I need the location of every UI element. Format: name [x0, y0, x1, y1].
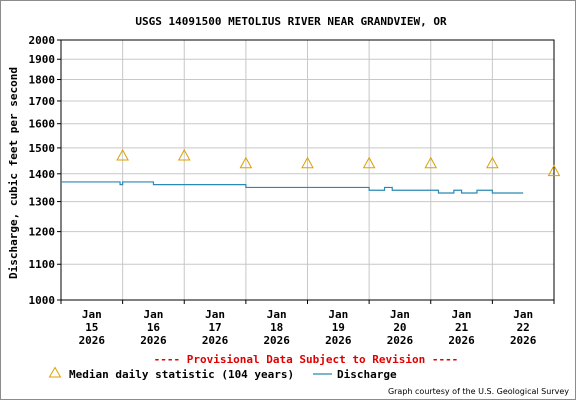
median-triangle: [486, 156, 499, 169]
x-tick-label-day: 20: [393, 321, 406, 334]
credit-text: Graph courtesy of the U.S. Geological Su…: [387, 387, 569, 396]
y-tick-label: 2000: [29, 34, 56, 47]
x-tick-label-day: 15: [85, 321, 98, 334]
discharge-line: [61, 181, 524, 194]
x-tick-label-month: Jan: [390, 308, 410, 321]
x-tick-label-day: 17: [208, 321, 221, 334]
x-tick-label-year: 2026: [202, 334, 229, 347]
x-tick-label-month: Jan: [205, 308, 225, 321]
x-tick-label-day: 18: [270, 321, 283, 334]
median-triangle: [301, 156, 314, 169]
median-triangle: [424, 156, 438, 169]
median-triangle: [116, 148, 129, 161]
x-tick-label-day: 16: [147, 321, 161, 334]
y-tick-label: 1900: [29, 53, 56, 66]
x-tick-label-month: Jan: [513, 308, 533, 321]
x-tick-label-year: 2026: [448, 334, 475, 347]
y-tick-label: 1300: [29, 196, 56, 209]
x-tick-label-year: 2026: [387, 334, 414, 347]
x-tick-label-year: 2026: [325, 334, 352, 347]
y-tick-label: 1700: [29, 95, 56, 108]
legend-triangle-icon: [48, 366, 62, 378]
x-tick-label-day: 22: [517, 321, 530, 334]
y-tick-label: 1100: [29, 258, 56, 271]
median-triangle: [362, 156, 376, 169]
plot-border: [60, 39, 555, 301]
y-axis-label: Discharge, cubic feet per second: [7, 67, 20, 279]
y-tick-label: 1500: [29, 142, 56, 155]
x-tick-label-day: 19: [332, 321, 345, 334]
y-tick-label: 1000: [29, 294, 56, 307]
x-tick-label-year: 2026: [510, 334, 537, 347]
x-tick-label-month: Jan: [82, 308, 102, 321]
x-tick-label-year: 2026: [263, 334, 290, 347]
x-tick-label-month: Jan: [267, 308, 287, 321]
legend-median-label: Median daily statistic (104 years): [69, 368, 294, 381]
plot-area: 1000 1100 1200 1300 1400 1500 1600 1700 1800 1900…: [29, 34, 561, 347]
provisional-notice: ---- Provisional Data Subject to Revisio…: [154, 353, 459, 366]
x-tick-label-month: Jan: [144, 308, 164, 321]
x-tick-label-month: Jan: [328, 308, 348, 321]
legend: Median daily statistic (104 years) Disch…: [48, 366, 397, 381]
y-tick-label: 1200: [29, 226, 56, 239]
x-tick-label-month: Jan: [452, 308, 472, 321]
x-tick-label-year: 2026: [79, 334, 106, 347]
median-triangle: [239, 156, 253, 169]
x-tick-label-year: 2026: [140, 334, 167, 347]
median-triangle: [177, 148, 191, 161]
x-tick-label-day: 21: [455, 321, 469, 334]
y-tick-label: 1800: [29, 74, 56, 87]
median-triangle: [547, 164, 561, 177]
y-tick-label: 1400: [29, 168, 56, 181]
legend-discharge-label: Discharge: [337, 368, 397, 381]
y-tick-label: 1600: [29, 118, 56, 131]
chart-title: USGS 14091500 METOLIUS RIVER NEAR GRANDV…: [135, 15, 447, 28]
